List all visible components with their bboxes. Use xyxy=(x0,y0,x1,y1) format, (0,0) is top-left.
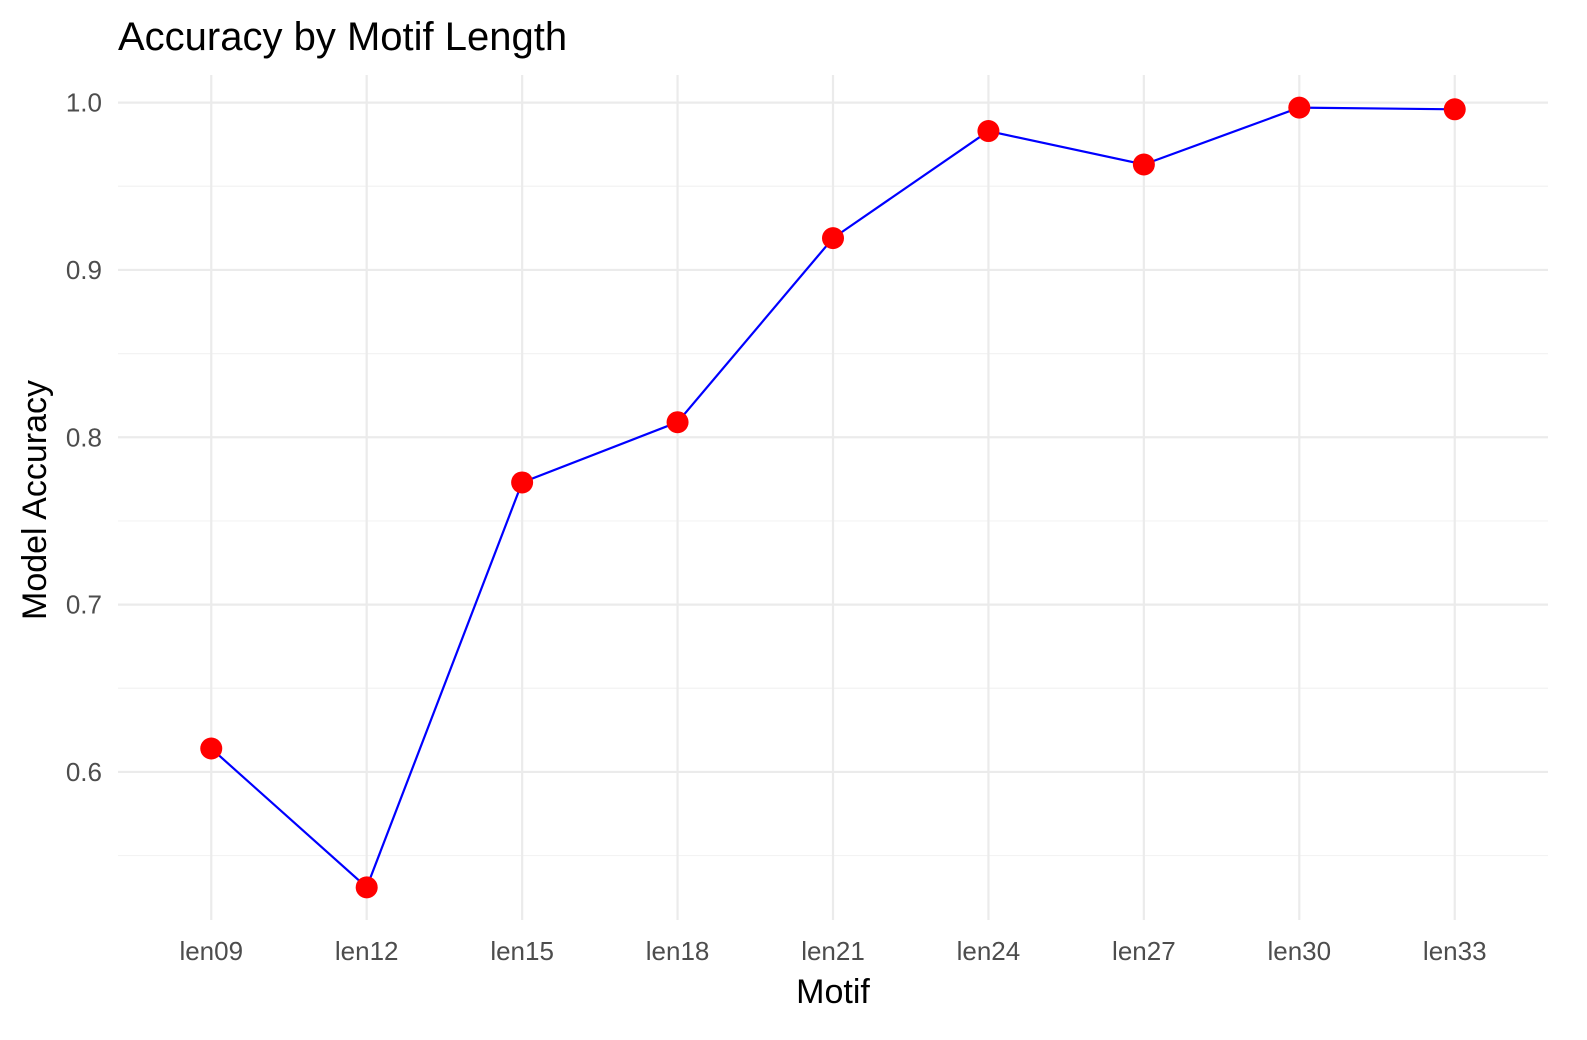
x-tick-label: len09 xyxy=(179,936,243,966)
y-tick-label: 0.9 xyxy=(66,255,102,285)
y-tick-label: 0.6 xyxy=(66,757,102,787)
data-point xyxy=(1443,98,1466,121)
data-point xyxy=(355,876,378,899)
data-point xyxy=(666,411,689,434)
data-point xyxy=(822,227,844,250)
x-tick-label: len30 xyxy=(1267,936,1331,966)
major-gridlines xyxy=(118,75,1548,920)
y-tick-label: 1.0 xyxy=(66,88,102,118)
data-point xyxy=(511,471,534,494)
x-tick-label: len27 xyxy=(1112,936,1176,966)
data-point xyxy=(200,737,223,760)
x-tick-labels: len09 len12 len15 len18 len21 len24 len27 len30… xyxy=(179,936,1486,966)
x-tick-label: len18 xyxy=(646,936,710,966)
series-points-group xyxy=(200,96,1466,899)
chart-title: Accuracy by Motif Length xyxy=(118,15,567,59)
x-tick-label: len21 xyxy=(801,936,865,966)
y-tick-label: 0.7 xyxy=(66,590,102,620)
x-axis-title: Motif xyxy=(796,973,870,1011)
y-tick-labels: 0.6 0.7 0.8 0.9 1.0 xyxy=(66,88,102,787)
x-tick-label: len24 xyxy=(957,936,1021,966)
x-tick-label: len12 xyxy=(335,936,399,966)
y-tick-label: 0.8 xyxy=(66,422,102,452)
y-axis-title: Model Accuracy xyxy=(16,380,54,620)
data-point xyxy=(1288,96,1311,119)
x-tick-label: len15 xyxy=(490,936,554,966)
x-tick-label: len33 xyxy=(1423,936,1487,966)
data-point xyxy=(1132,153,1155,176)
data-point xyxy=(977,120,1000,143)
